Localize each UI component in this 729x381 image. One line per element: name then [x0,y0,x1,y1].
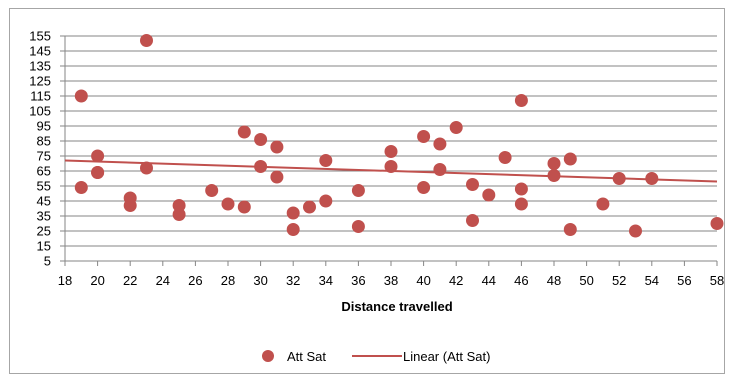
legend-label-att-sat: Att Sat [287,349,326,364]
y-tick-label-135: 135 [29,59,51,74]
y-tick-label-105: 105 [29,104,51,119]
data-point-42 [563,152,577,166]
x-tick-label-30: 30 [253,273,267,288]
data-point-45 [612,172,626,185]
data-point-26 [384,145,398,158]
x-tick-label-36: 36 [351,273,365,288]
y-tick-label-5: 5 [44,254,51,269]
data-point-44 [596,197,610,211]
data-point-40 [547,157,561,170]
data-point-28 [417,130,431,143]
data-point-34 [466,214,479,227]
x-tick-label-44: 44 [482,273,496,288]
x-tick-label-40: 40 [416,273,430,288]
data-point-31 [433,163,447,176]
x-tick-label-48: 48 [547,273,561,288]
x-tick-label-26: 26 [188,273,202,288]
x-tick-label-32: 32 [286,273,300,288]
data-point-4 [91,166,105,179]
y-tick-label-25: 25 [37,224,51,239]
data-point-25 [351,220,365,233]
data-point-13 [237,125,251,139]
data-point-41 [547,169,561,182]
data-point-32 [449,121,463,134]
data-point-16 [254,160,268,173]
x-tick-label-22: 22 [123,273,137,288]
data-point-7 [140,34,153,47]
y-tick-label-15: 15 [37,239,51,254]
data-point-23 [319,194,333,208]
data-point-6 [123,199,137,212]
chart-frame [9,8,725,374]
data-point-38 [514,182,528,196]
data-point-15 [254,133,268,146]
data-point-30 [433,137,447,151]
data-point-9 [172,199,186,212]
x-tick-label-42: 42 [449,273,463,288]
x-tick-label-20: 20 [90,273,104,288]
data-point-17 [270,140,284,154]
legend-marker-att-sat [262,350,274,362]
y-tick-label-145: 145 [29,44,51,59]
data-point-12 [221,197,235,211]
data-point-0 [74,89,88,103]
data-point-46 [629,224,642,238]
data-point-11 [205,184,219,197]
y-tick-label-45: 45 [37,194,51,209]
x-tick-label-52: 52 [612,273,626,288]
y-tick-label-115: 115 [30,89,51,104]
y-tick-label-65: 65 [37,164,51,179]
data-point-43 [563,223,577,236]
data-point-35 [482,188,496,202]
x-tick-label-50: 50 [579,273,593,288]
y-tick-label-95: 95 [37,119,51,134]
y-tick-label-155: 155 [29,29,51,44]
data-point-14 [237,200,251,214]
data-point-29 [417,181,431,194]
x-tick-label-58: 58 [710,273,724,288]
data-point-36 [498,151,512,164]
y-tick-label-85: 85 [37,134,51,149]
y-tick-label-125: 125 [29,74,51,89]
x-tick-label-54: 54 [645,273,659,288]
data-point-1 [74,181,88,194]
data-point-10 [172,208,186,221]
x-tick-label-34: 34 [319,273,333,288]
data-points [74,34,724,238]
data-point-20 [286,223,300,236]
x-tick-label-24: 24 [156,273,170,288]
legend: Att Sat Linear (Att Sat) [262,349,490,364]
data-point-18 [270,170,284,184]
x-axis-title: Distance travelled [341,299,452,314]
x-tick-label-18: 18 [58,273,72,288]
data-point-27 [384,160,398,173]
data-point-8 [140,161,153,175]
data-point-47 [645,172,659,185]
data-point-48 [710,217,724,230]
data-point-37 [514,94,528,107]
data-point-33 [466,178,479,191]
legend-label-trendline: Linear (Att Sat) [403,349,490,364]
data-point-21 [303,200,316,214]
data-point-19 [286,206,300,220]
data-point-22 [319,154,333,167]
y-tick-label-75: 75 [37,149,51,164]
y-tick-label-55: 55 [37,179,51,194]
data-point-39 [514,197,528,211]
data-point-2 [91,149,105,163]
data-point-24 [351,184,365,197]
x-tick-label-56: 56 [677,273,691,288]
y-tick-label-35: 35 [37,209,51,224]
x-tick-label-46: 46 [514,273,528,288]
x-tick-label-28: 28 [221,273,235,288]
x-tick-label-38: 38 [384,273,398,288]
